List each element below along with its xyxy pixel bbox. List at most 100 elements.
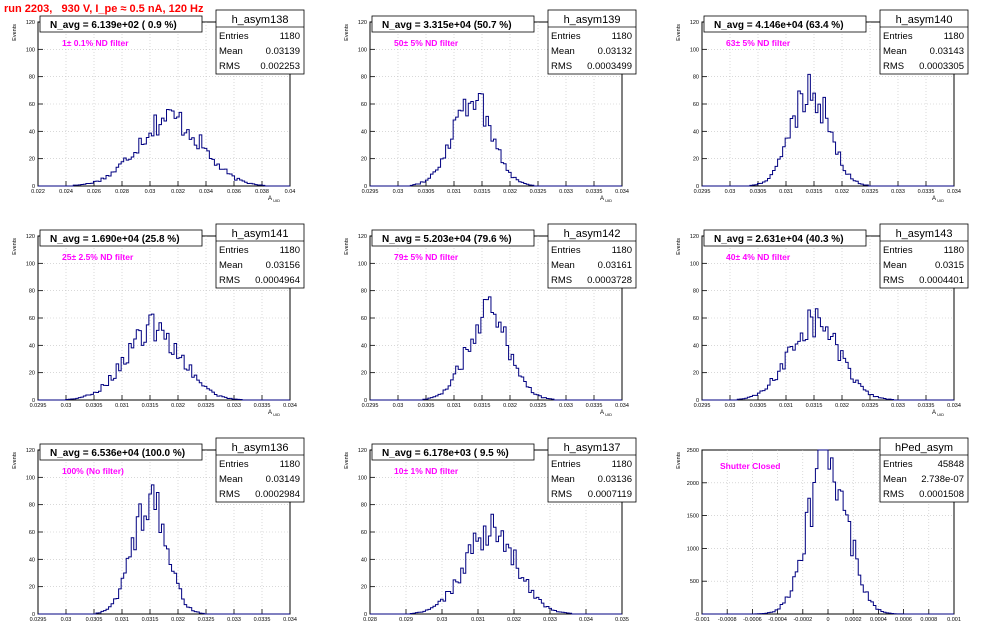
y-tick-label: 20 (693, 157, 699, 163)
stats-box (215, 223, 305, 289)
x-axis-title-sub: UID (604, 198, 612, 203)
x-tick-label: 0.031 (115, 403, 129, 409)
x-tick-label: 0.0006 (895, 617, 912, 622)
x-tick-label: 0.0325 (198, 617, 215, 622)
navg-box (39, 229, 203, 247)
x-tick-label: 0.032 (171, 403, 185, 409)
x-tick-label: 0.03 (725, 403, 736, 409)
x-axis-title-sub: UID (272, 198, 280, 203)
stat-value: 0.0003499 (587, 61, 632, 72)
x-tick-label: 0.0315 (142, 617, 159, 622)
histogram-pad-h_asym139: 0.0295 0.03 0.0305 0.031 0.0315 0.032 0.0325 0.… (344, 9, 637, 203)
y-tick-label: 120 (690, 20, 699, 26)
y-tick-label: 100 (690, 47, 699, 53)
filter-annotation: 25± 2.5% ND filter (62, 252, 134, 262)
x-tick-label: 0.032 (835, 189, 849, 195)
stat-value: 0.03156 (266, 260, 300, 271)
navg-box (39, 15, 203, 33)
x-axis-title-sub: UID (272, 412, 280, 417)
stat-label: Mean (883, 46, 907, 57)
x-tick-label: 0.001 (947, 617, 961, 622)
x-tick-label: 0.033 (891, 189, 905, 195)
x-tick-label: 0.032 (507, 617, 521, 622)
x-tick-label: 0.0315 (474, 403, 491, 409)
stat-label: Mean (883, 260, 907, 271)
x-tick-label: 0.0325 (530, 403, 547, 409)
x-tick-label: 0.0325 (862, 403, 879, 409)
navg-label: N_avg = 6.139e+02 ( 0.9 %) (50, 20, 177, 31)
stat-label: RMS (551, 61, 572, 72)
y-tick-label: 100 (26, 261, 35, 267)
x-tick-label: 0.0335 (254, 403, 271, 409)
x-tick-label: 0.035 (615, 617, 629, 622)
histogram-line (38, 108, 290, 187)
stat-label: Entries (551, 31, 581, 42)
y-axis-title: Events (12, 452, 18, 469)
stat-label: Entries (219, 31, 249, 42)
stats-box (879, 437, 969, 503)
navg-box (703, 15, 867, 33)
x-tick-label: 0.034 (579, 617, 593, 622)
y-tick-label: 100 (690, 261, 699, 267)
stat-value: 0.0315 (935, 260, 964, 271)
y-tick-label: 60 (693, 316, 699, 322)
x-tick-label: 0.036 (227, 189, 241, 195)
x-tick-label: 0.0315 (474, 189, 491, 195)
y-tick-label: 80 (693, 75, 699, 81)
y-tick-label: 80 (29, 503, 35, 509)
x-tick-label: 0.028 (363, 617, 377, 622)
navg-label: N_avg = 5.203e+04 (79.6 %) (382, 234, 512, 245)
histogram-pad-h_asym142: 0.0295 0.03 0.0305 0.031 0.0315 0.032 0.0325 0.… (344, 223, 637, 417)
y-tick-label: 120 (26, 20, 35, 26)
histogram-line (370, 513, 622, 615)
filter-annotation: Shutter Closed (720, 461, 780, 471)
x-axis-title-main: A (600, 196, 604, 202)
y-tick-label: 40 (29, 343, 35, 349)
x-tick-label: 0.04 (285, 189, 296, 195)
x-tick-label: 0.026 (87, 189, 101, 195)
y-axis-title: Events (12, 238, 18, 255)
x-tick-label: 0.0305 (86, 403, 103, 409)
histogram-name: h_asym143 (896, 228, 953, 240)
y-tick-label: 0 (364, 184, 367, 190)
y-tick-label: 40 (693, 129, 699, 135)
y-tick-label: 60 (29, 530, 35, 536)
y-axis-title: Events (344, 238, 350, 255)
x-tick-label: 0.029 (399, 617, 413, 622)
y-tick-label: 20 (29, 371, 35, 377)
stat-value: 0.0002984 (255, 489, 300, 500)
x-tick-label: 0.0335 (918, 403, 935, 409)
histogram-name: h_asym142 (564, 228, 621, 240)
x-tick-label: -0.0002 (793, 617, 812, 622)
x-axis-title-main: A (932, 410, 936, 416)
x-axis-title: A UID (932, 410, 944, 417)
filter-annotation: 1± 0.1% ND filter (62, 38, 129, 48)
x-tick-label: 0.0325 (530, 189, 547, 195)
x-tick-label: 0.032 (171, 617, 185, 622)
y-tick-label: 80 (693, 289, 699, 295)
y-tick-label: 0 (32, 612, 35, 618)
x-tick-label: 0.0305 (750, 403, 767, 409)
histogram-name: hPed_asym (895, 442, 953, 454)
stat-value: 0.03132 (598, 46, 632, 57)
histogram-line (702, 73, 954, 187)
navg-box (39, 443, 203, 461)
canvas-title: run 2203, 930 V, I_pe ≈ 0.5 nA, 120 Hz (4, 3, 204, 15)
x-tick-label: -0.001 (694, 617, 710, 622)
x-tick-label: 0.03 (437, 617, 448, 622)
y-tick-label: 100 (358, 261, 367, 267)
stat-label: RMS (883, 275, 904, 286)
x-tick-label: 0.0305 (86, 617, 103, 622)
stat-value: 0.0003728 (587, 275, 632, 286)
x-axis-title-sub: UID (936, 198, 944, 203)
histogram-line (38, 313, 290, 401)
x-tick-label: 0.0335 (586, 403, 603, 409)
y-axis-title: Events (676, 24, 682, 41)
x-axis-title-sub: UID (604, 412, 612, 417)
stat-value: 0.03139 (266, 46, 300, 57)
stat-label: RMS (883, 489, 904, 500)
navg-box (703, 229, 867, 247)
histogram-pad-h_asym136: 0.0295 0.03 0.0305 0.031 0.0315 0.032 0.0325 0.… (12, 437, 305, 622)
navg-label: N_avg = 2.631e+04 (40.3 %) (714, 234, 844, 245)
